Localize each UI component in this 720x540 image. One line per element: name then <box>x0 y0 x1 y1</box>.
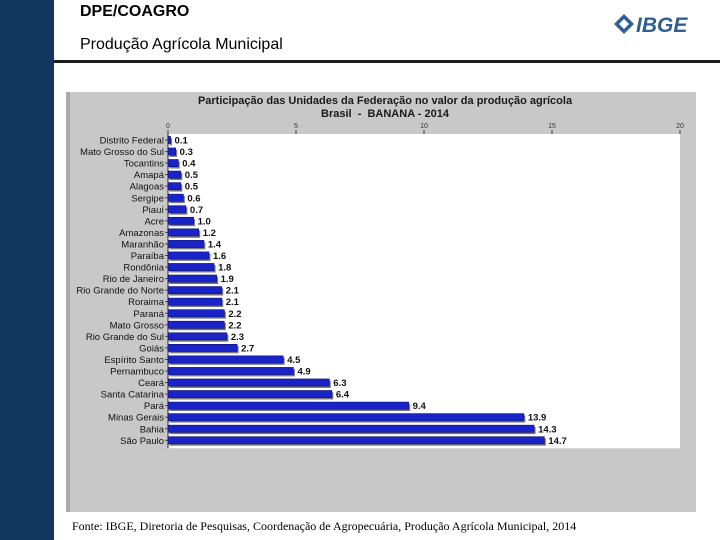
data-label: 0.3 <box>180 147 193 158</box>
bar <box>167 205 187 214</box>
bar-chart: Participação das Unidades da Federação n… <box>76 95 684 449</box>
category-label: Amazonas <box>119 228 164 239</box>
data-label: 2.2 <box>228 309 241 320</box>
data-label: 2.1 <box>226 286 240 297</box>
bar <box>167 309 225 318</box>
category-label: Rio Grande do Sul <box>86 332 164 343</box>
data-label: 14.3 <box>538 424 557 435</box>
chart-subtitle: Brasil - BANANA - 2014 <box>321 108 450 120</box>
bar <box>167 401 409 410</box>
header-divider <box>54 60 720 63</box>
bar <box>167 378 330 387</box>
category-label: Pará <box>144 401 165 412</box>
bar <box>167 159 179 167</box>
bar <box>167 193 184 202</box>
x-tick-label: 0 <box>166 123 170 130</box>
category-label: Alagoas <box>130 182 165 193</box>
bar <box>167 136 171 144</box>
category-label: Bahia <box>140 424 165 435</box>
bar <box>167 286 223 295</box>
category-label: Goiás <box>139 343 164 354</box>
bar <box>167 424 535 433</box>
bar <box>167 436 545 445</box>
data-label: 4.5 <box>287 355 301 366</box>
bar <box>167 332 228 341</box>
bar <box>167 355 284 364</box>
category-label: Ceará <box>138 378 165 389</box>
left-sidebar-band <box>0 0 54 540</box>
bar <box>167 216 194 225</box>
bar <box>167 182 182 191</box>
data-label: 1.6 <box>213 251 226 262</box>
data-label: 1.8 <box>218 263 231 274</box>
category-label: Pernambuco <box>110 367 164 378</box>
bar <box>167 240 205 248</box>
ibge-logo-mark-icon <box>614 14 634 34</box>
category-label: Distrito Federal <box>100 136 164 147</box>
data-label: 1.2 <box>203 228 216 239</box>
bar <box>167 147 176 156</box>
data-label: 0.1 <box>175 136 189 147</box>
bar <box>167 390 333 398</box>
bar <box>167 297 223 306</box>
source-note: Fonte: IBGE, Diretoria de Pesquisas, Coo… <box>72 519 577 533</box>
chart-title: Participação das Unidades da Federação n… <box>198 95 573 107</box>
data-label: 0.6 <box>187 193 200 204</box>
data-label: 1.9 <box>221 274 234 285</box>
ibge-logo-text: IBGE <box>636 14 688 37</box>
bar <box>167 251 210 260</box>
category-label: Acre <box>144 216 164 227</box>
category-label: São Paulo <box>120 436 164 447</box>
bar <box>167 170 182 179</box>
category-label: Espírito Santo <box>104 355 164 366</box>
category-label: Paraíba <box>131 251 165 262</box>
data-label: 0.5 <box>185 170 199 181</box>
data-label: 6.4 <box>336 390 350 401</box>
category-label: Santa Catarina <box>101 390 165 401</box>
category-label: Tocantins <box>124 159 164 170</box>
category-label: Sergipe <box>131 193 164 204</box>
data-label: 0.7 <box>190 205 203 216</box>
data-label: 2.1 <box>226 297 240 308</box>
category-label: Mato Grosso do Sul <box>80 147 164 158</box>
category-label: Paraná <box>133 309 164 320</box>
data-label: 2.7 <box>241 343 254 354</box>
category-label: Amapá <box>134 170 165 181</box>
category-label: Mato Grosso <box>110 320 164 331</box>
data-label: 2.3 <box>231 332 244 343</box>
category-label: Piauí <box>142 205 164 216</box>
x-tick-label: 20 <box>676 123 684 130</box>
data-label: 13.9 <box>528 413 547 424</box>
data-label: 1.0 <box>198 216 211 227</box>
category-label: Rondônia <box>123 263 164 274</box>
x-tick-label: 10 <box>420 123 428 130</box>
data-label: 2.2 <box>228 320 241 331</box>
category-label: Roraima <box>128 297 165 308</box>
category-label: Minas Gerais <box>108 413 164 424</box>
category-label: Rio de Janeiro <box>103 274 164 285</box>
page-title: DPE/COAGRO <box>80 3 190 20</box>
category-label: Maranhão <box>121 239 164 250</box>
data-label: 14.7 <box>548 436 567 447</box>
data-label: 6.3 <box>333 378 346 389</box>
bar <box>167 367 294 375</box>
page-subtitle: Produção Agrícola Municipal <box>80 36 283 53</box>
bar <box>167 274 217 283</box>
x-tick-label: 15 <box>548 123 556 130</box>
category-label: Rio Grande do Norte <box>76 286 164 297</box>
data-label: 4.9 <box>297 367 310 378</box>
data-label: 0.5 <box>185 182 199 193</box>
bar <box>167 320 225 329</box>
data-label: 1.4 <box>208 239 222 250</box>
bar <box>167 344 238 352</box>
bar <box>167 413 525 422</box>
bar <box>167 228 200 237</box>
data-label: 9.4 <box>413 401 427 412</box>
data-label: 0.4 <box>182 159 196 170</box>
x-tick-label: 5 <box>294 123 298 130</box>
ibge-logo: IBGE <box>614 14 688 37</box>
bar <box>167 263 215 271</box>
